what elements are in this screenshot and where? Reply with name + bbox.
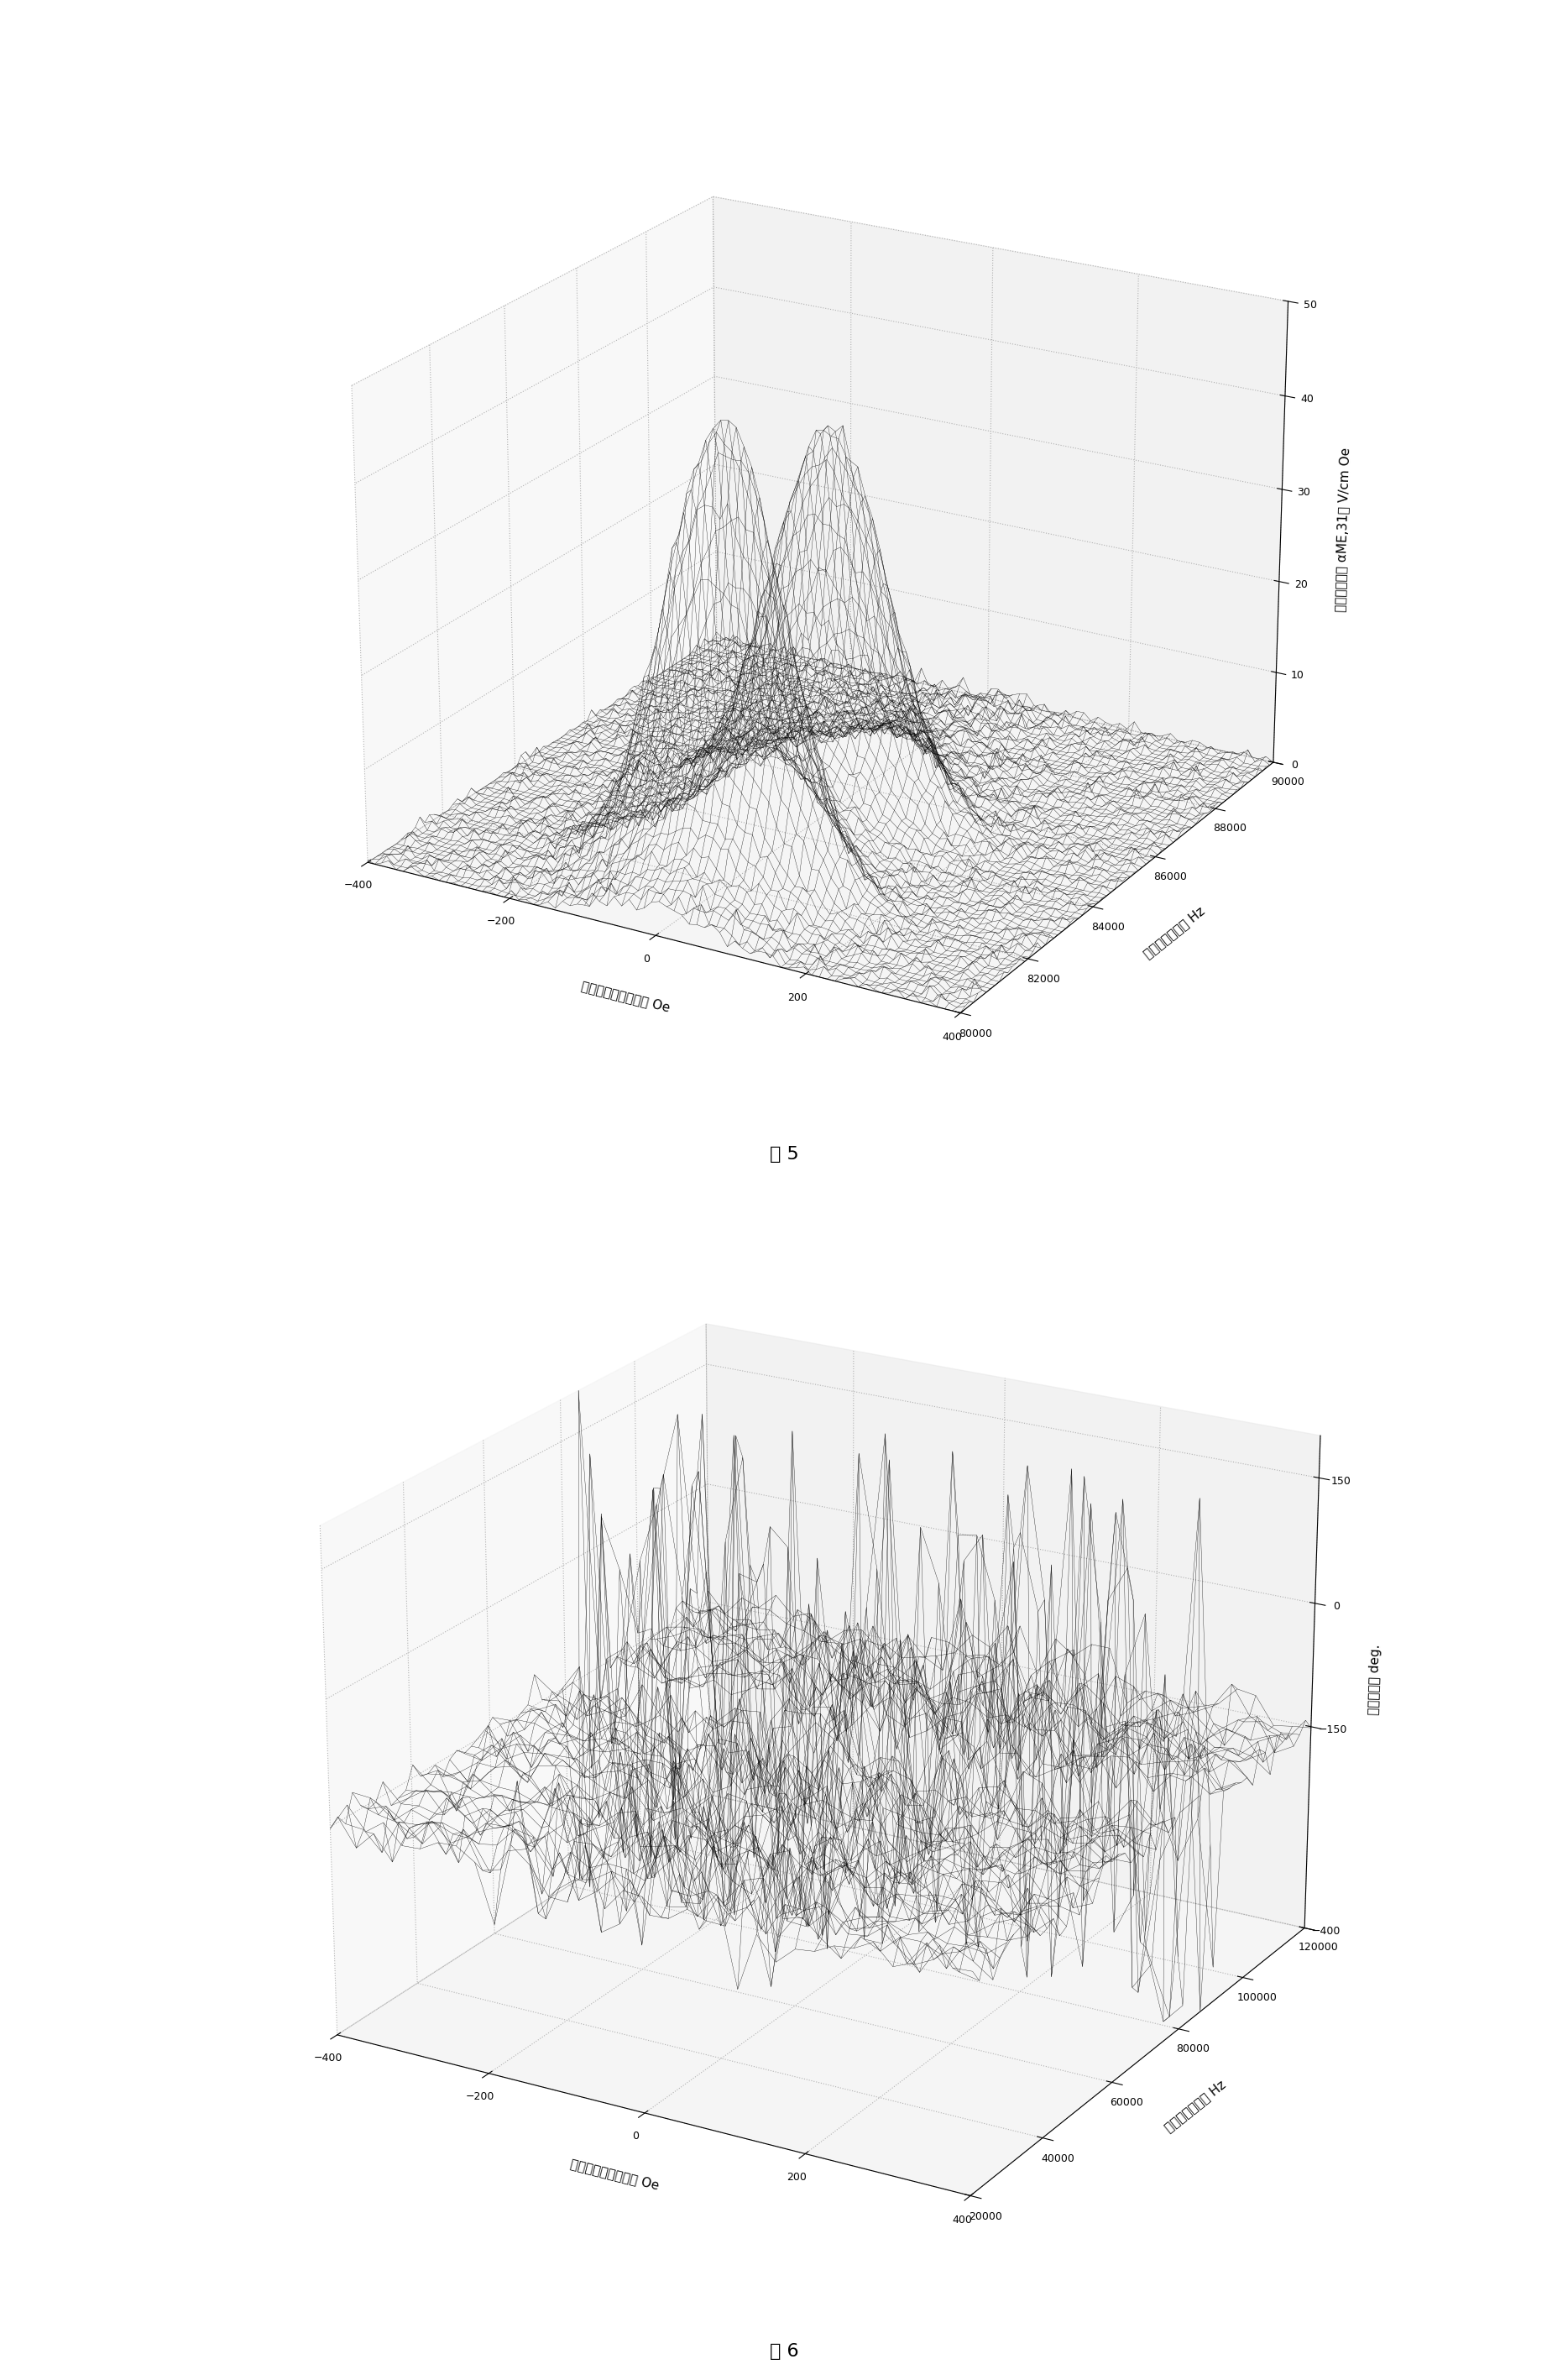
Text: 图 5: 图 5 (770, 1145, 798, 1164)
X-axis label: 直流偏置磁场大小， Oe: 直流偏置磁场大小， Oe (569, 2156, 660, 2192)
Text: 图 6: 图 6 (770, 2342, 798, 2361)
Y-axis label: 交流磁场频率， Hz: 交流磁场频率， Hz (1162, 2078, 1228, 2135)
X-axis label: 直流偏置磁场大小， Oe: 直流偏置磁场大小， Oe (580, 981, 671, 1014)
Y-axis label: 交流磁场频率， Hz: 交流磁场频率， Hz (1142, 904, 1207, 962)
